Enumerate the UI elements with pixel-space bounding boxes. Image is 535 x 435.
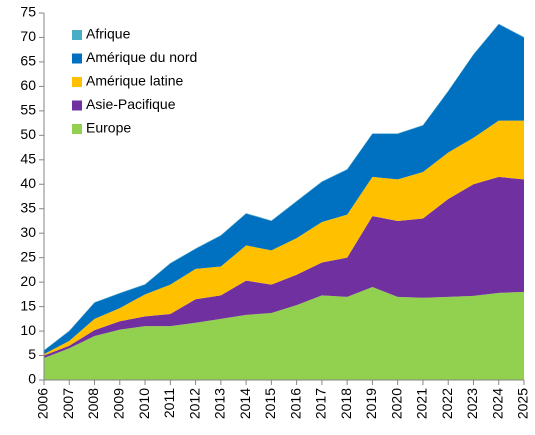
y-tick-label: 25: [20, 248, 36, 264]
y-tick-label: 30: [20, 224, 36, 240]
legend-label: Asie-Pacifique: [86, 96, 176, 112]
x-tick-label: 2023: [464, 388, 480, 419]
y-tick-label: 35: [20, 199, 36, 215]
area: [44, 24, 524, 355]
y-tick-label: 65: [20, 53, 36, 69]
y-tick-label: 45: [20, 151, 36, 167]
x-tick-label: 2017: [313, 388, 329, 419]
y-tick-label: 50: [20, 126, 36, 142]
y-tick-label: 15: [20, 297, 36, 313]
x-tick-label: 2020: [388, 388, 404, 419]
x-tick-label: 2016: [287, 388, 303, 419]
x-tick-label: 2018: [338, 388, 354, 419]
legend-label: Amérique latine: [86, 73, 183, 89]
y-tick-label: 70: [20, 28, 36, 44]
legend-swatch: [72, 30, 82, 40]
x-tick-label: 2013: [212, 388, 228, 419]
y-tick-label: 40: [20, 175, 36, 191]
x-tick-label: 2024: [489, 388, 505, 419]
y-tick-label: 75: [20, 4, 36, 20]
legend-swatch: [72, 124, 82, 134]
x-tick-label: 2014: [237, 388, 253, 419]
x-tick-label: 2022: [439, 388, 455, 419]
x-tick-label: 2007: [60, 388, 76, 419]
area: [44, 120, 524, 356]
x-tick-label: 2006: [35, 388, 51, 419]
legend-label: Amérique du nord: [86, 49, 197, 65]
area: [44, 287, 524, 380]
legend-swatch: [72, 100, 82, 111]
x-tick-label: 2012: [186, 388, 202, 419]
x-tick-label: 2015: [262, 388, 278, 419]
legend-swatch: [72, 77, 82, 87]
area: [44, 176, 524, 358]
y-tick-label: 60: [20, 77, 36, 93]
y-tick-label: 55: [20, 102, 36, 118]
x-tick-label: 2008: [85, 388, 101, 419]
legend-label: Europe: [86, 120, 131, 136]
x-tick-label: 2010: [136, 388, 152, 419]
y-tick-label: 0: [28, 371, 36, 387]
legend-swatch: [72, 53, 82, 64]
legend-label: Afrique: [86, 26, 131, 42]
y-tick-label: 10: [20, 322, 36, 338]
x-tick-label: 2025: [515, 388, 531, 419]
y-tick-label: 20: [20, 273, 36, 289]
x-tick-label: 2021: [414, 388, 430, 419]
x-tick-label: 2011: [161, 388, 177, 418]
x-tick-label: 2019: [363, 388, 379, 419]
x-tick-label: 2009: [110, 388, 126, 419]
y-tick-label: 5: [28, 346, 36, 362]
